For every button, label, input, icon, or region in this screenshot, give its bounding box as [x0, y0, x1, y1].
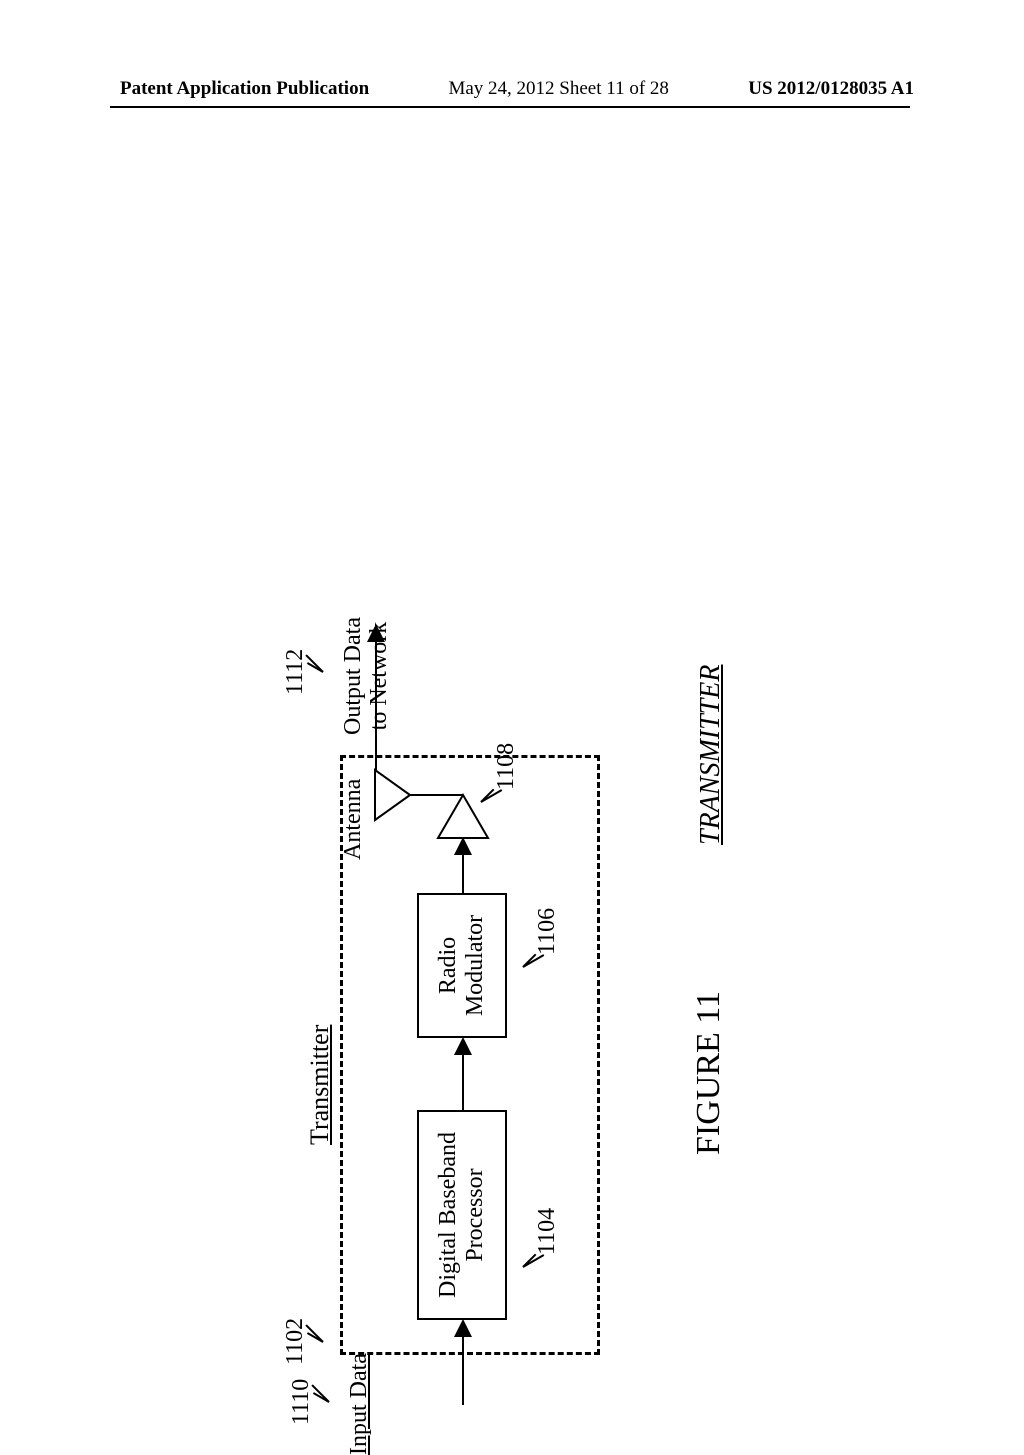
output-line2: to Network	[366, 622, 392, 731]
block2-line1: Radio	[435, 937, 462, 994]
block1-line2: Processor	[462, 1168, 489, 1261]
header-right: US 2012/0128035 A1	[748, 78, 914, 100]
header-center: May 24, 2012 Sheet 11 of 28	[448, 78, 668, 100]
transmitter-caption: TRANSMITTER	[695, 665, 727, 845]
arrow-2-line	[462, 853, 464, 893]
antenna-amp-icon	[360, 760, 500, 840]
diagram-container: 1110 Input Data 1102 Transmitter Digital…	[180, 155, 900, 1075]
input-data-label: Input Data	[346, 1353, 373, 1455]
header-rule	[110, 106, 910, 108]
transmitter-title: Transmitter	[305, 1025, 335, 1145]
transmitter-diagram: 1110 Input Data 1102 Transmitter Digital…	[180, 515, 900, 1435]
ref-1104: 1104	[534, 1208, 561, 1255]
header-left: Patent Application Publication	[120, 78, 369, 100]
block2-line2: Modulator	[462, 915, 489, 1016]
arrow-1-head	[454, 1037, 472, 1055]
page-header: Patent Application Publication May 24, 2…	[0, 78, 1024, 100]
radio-modulator-block: Radio Modulator	[417, 893, 507, 1038]
ref-1108: 1108	[493, 743, 520, 790]
output-line1: Output Data	[340, 617, 366, 735]
figure-caption: FIGURE 11	[690, 991, 728, 1155]
output-label: Output Data to Network	[340, 617, 393, 735]
antenna-label: Antenna	[340, 779, 367, 860]
ref-1106: 1106	[534, 908, 561, 955]
digital-baseband-block: Digital Baseband Processor	[417, 1110, 507, 1320]
arrow-1-line	[462, 1053, 464, 1110]
block1-line1: Digital Baseband	[435, 1132, 462, 1298]
